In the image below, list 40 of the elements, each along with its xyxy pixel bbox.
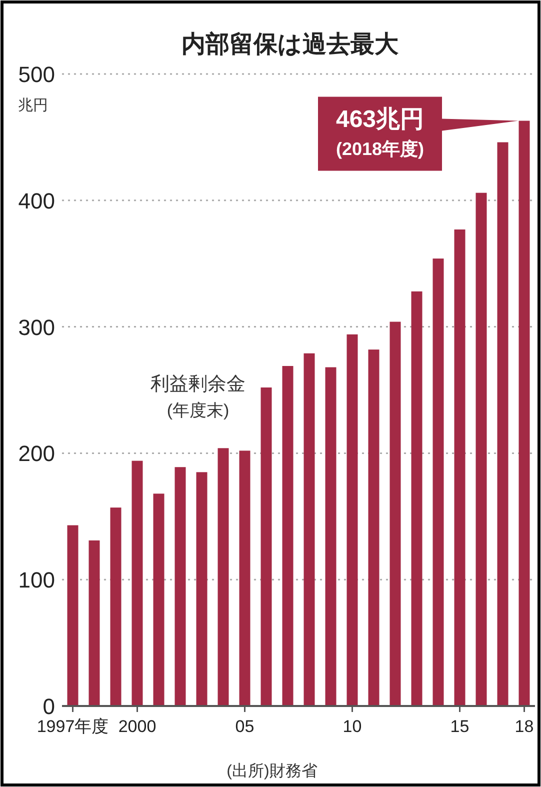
chart-title: 内部留保は過去最大 xyxy=(182,31,400,58)
bar xyxy=(411,291,422,706)
bar xyxy=(454,229,466,706)
bar xyxy=(239,450,250,706)
y-axis-title: 兆円 xyxy=(18,97,48,114)
y-tick-label: 0 xyxy=(42,694,55,719)
annotation: 463兆円 (2018年度) xyxy=(336,106,424,159)
x-tick-label: 1997年度 xyxy=(36,717,109,736)
bar xyxy=(88,540,100,706)
x-tick-label: 18 xyxy=(514,717,534,736)
bar xyxy=(497,142,508,706)
y-tick-label: 100 xyxy=(18,568,55,593)
y-tick-label: 300 xyxy=(18,314,55,340)
x-tick-label: 2000 xyxy=(118,717,156,736)
bar xyxy=(325,367,336,706)
text: (出所)財務省 xyxy=(226,762,318,780)
y-tick-label: 500 xyxy=(18,62,55,87)
bar xyxy=(153,494,164,706)
y-tick-label: 400 xyxy=(18,188,55,214)
x-tick-label: 05 xyxy=(235,717,254,736)
bar xyxy=(282,366,294,706)
bar xyxy=(218,448,229,706)
bar xyxy=(132,460,143,706)
callout: 463兆円 (2018年度) xyxy=(318,96,518,171)
bar xyxy=(110,508,122,706)
bar xyxy=(368,350,380,706)
bar xyxy=(260,387,272,706)
x-tick-label: 10 xyxy=(342,717,362,736)
x-tick-label: 15 xyxy=(450,717,470,736)
bar xyxy=(518,120,530,706)
y-tick-label: 200 xyxy=(18,441,55,466)
bar xyxy=(67,525,78,706)
bar xyxy=(432,258,444,706)
bar xyxy=(346,334,358,706)
bar xyxy=(476,192,487,706)
bar xyxy=(196,472,208,706)
bar xyxy=(174,467,186,706)
series-label: 利益剰余金 (年度末) xyxy=(150,374,246,420)
bar xyxy=(304,353,315,706)
bar xyxy=(390,322,401,706)
